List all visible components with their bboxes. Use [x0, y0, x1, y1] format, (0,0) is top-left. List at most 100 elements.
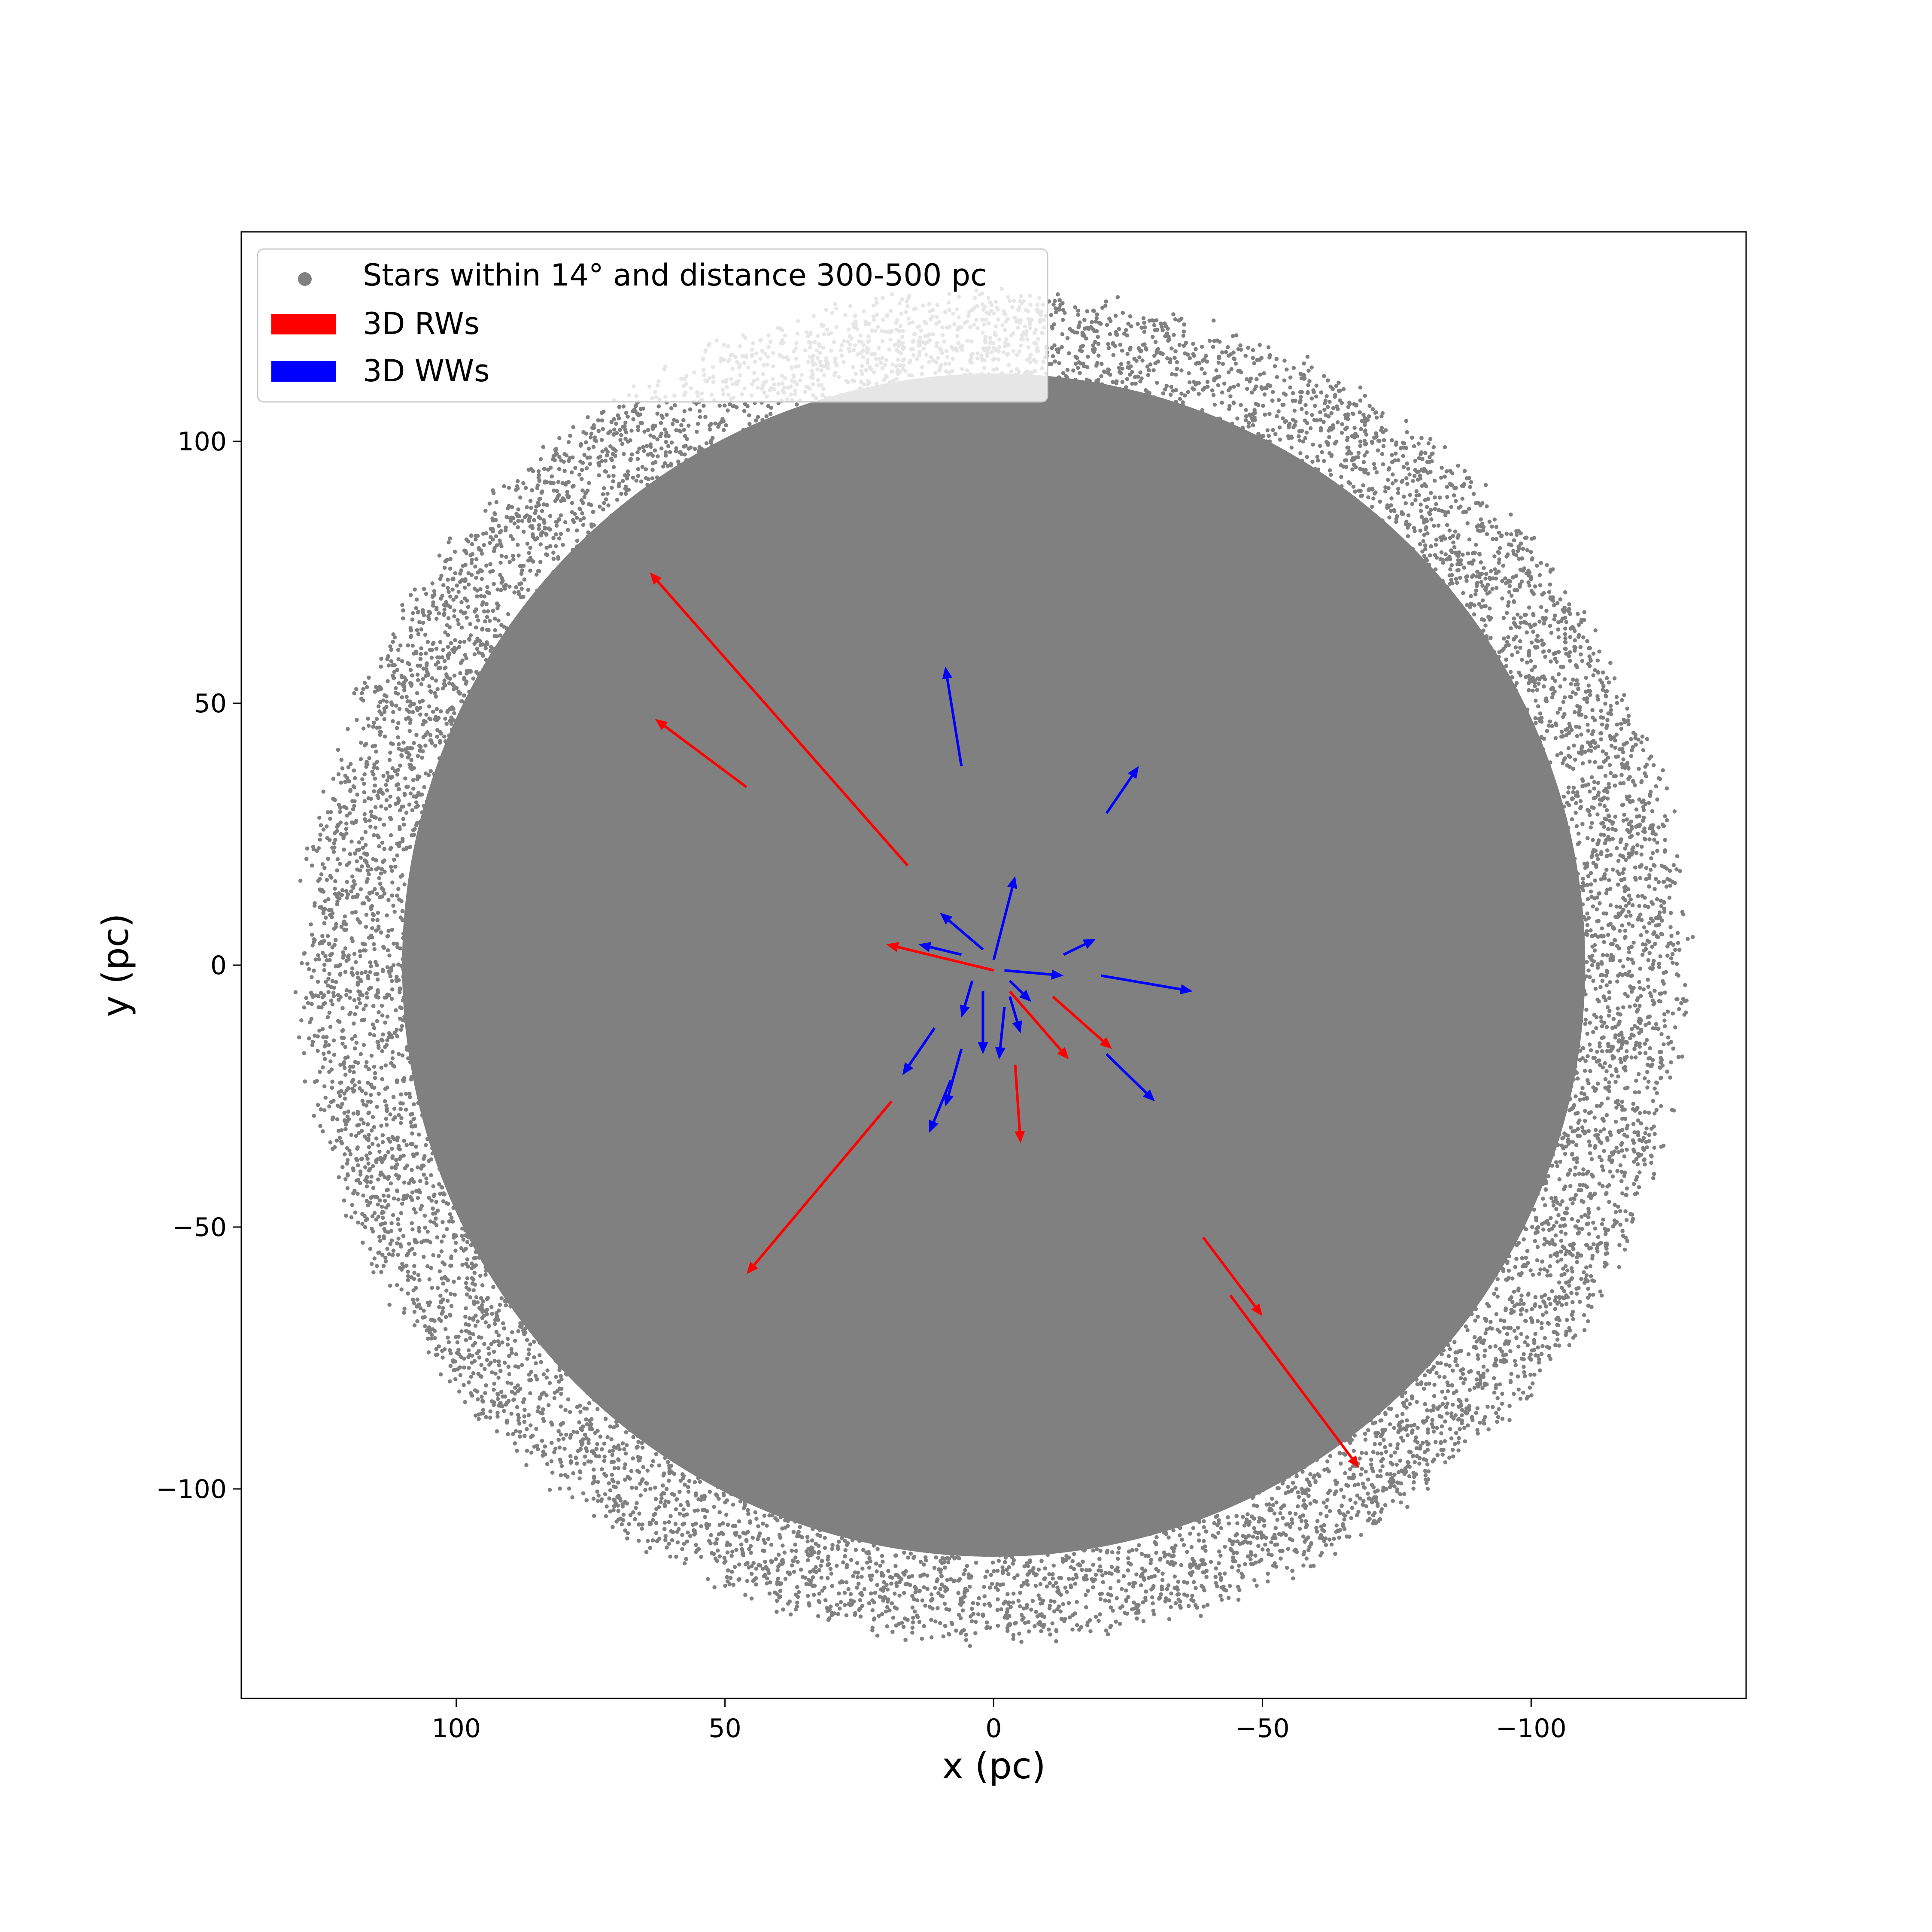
arrow-head — [1082, 939, 1096, 949]
ww-arrow — [942, 666, 963, 766]
ww-arrow — [1101, 974, 1193, 995]
velocity-arrows — [650, 572, 1359, 1468]
y-axis-label: y (pc) — [94, 913, 137, 1017]
arrow-shaft — [946, 678, 963, 766]
rw-arrow — [1052, 995, 1112, 1049]
x-tick-label: −50 — [1235, 1713, 1290, 1744]
ww-arrow — [1106, 1053, 1155, 1102]
arrow-head — [978, 1042, 988, 1054]
arrow-head — [940, 913, 953, 925]
arrow-head — [995, 1047, 1005, 1060]
arrow-head — [746, 1261, 758, 1274]
rw-arrow — [655, 719, 747, 788]
x-tick-label: 100 — [431, 1713, 481, 1744]
arrow-shaft — [908, 1027, 936, 1066]
ww-arrow — [918, 942, 962, 956]
ww-arrow — [902, 1027, 936, 1075]
legend-marker-wws — [271, 361, 336, 382]
y-axis-ticks: 100 50 0 −50 −100 — [156, 427, 241, 1504]
arrow-head — [1348, 1455, 1359, 1468]
y-tick-label: 0 — [210, 951, 227, 981]
y-tick-label: 100 — [177, 427, 227, 457]
x-tick-label: 50 — [708, 1713, 741, 1744]
arrow-head — [1019, 990, 1032, 1002]
ww-arrow — [1009, 980, 1032, 1002]
arrow-shaft — [1004, 969, 1052, 976]
arrow-shaft — [930, 945, 962, 956]
arrow-shaft — [1009, 990, 1062, 1051]
rw-arrow — [886, 942, 994, 972]
ww-arrow — [1004, 969, 1064, 980]
ww-arrow — [1063, 939, 1096, 956]
legend-label-rws: 3D RWs — [363, 306, 480, 341]
arrow-shaft — [1063, 943, 1086, 956]
arrow-shaft — [1106, 1053, 1148, 1094]
arrow-shaft — [1101, 974, 1181, 991]
arrow-shaft — [656, 580, 909, 867]
rw-arrow — [1229, 1294, 1359, 1468]
y-tick-label: −100 — [156, 1474, 227, 1504]
arrow-shaft — [948, 919, 984, 951]
arrow-head — [902, 1062, 914, 1075]
arrow-shaft — [664, 725, 747, 788]
arrow-shaft — [947, 1048, 963, 1096]
ww-arrow — [943, 1048, 963, 1107]
arrow-head — [929, 1119, 939, 1133]
rw-arrow — [1202, 1236, 1263, 1316]
arrow-head — [1015, 1131, 1025, 1143]
arrow-head — [1100, 1037, 1112, 1049]
legend-marker-rws — [271, 314, 336, 334]
ww-arrow — [992, 876, 1018, 960]
rw-arrow — [1009, 990, 1069, 1060]
arrow-shaft — [1052, 995, 1104, 1042]
arrow-head — [1180, 984, 1193, 995]
arrow-shaft — [753, 1100, 893, 1266]
ww-arrow — [960, 980, 974, 1018]
arrow-shaft — [933, 1080, 952, 1122]
arrow-head — [886, 942, 899, 952]
arrow-head — [942, 666, 953, 680]
arrow-head — [1127, 766, 1139, 779]
x-tick-label: 0 — [985, 1713, 1002, 1744]
stars-scatter — [293, 286, 1695, 1648]
arrow-head — [650, 572, 662, 585]
arrow-head — [960, 1004, 970, 1018]
ww-arrow — [940, 913, 984, 951]
rw-arrow — [746, 1100, 893, 1274]
ww-arrow — [929, 1080, 952, 1133]
ww-arrow — [995, 1007, 1006, 1060]
legend-label-wws: 3D WWs — [363, 353, 490, 389]
rw-arrow — [1014, 1064, 1025, 1143]
y-tick-label: 50 — [194, 689, 227, 719]
arrow-head — [1007, 876, 1018, 889]
arrow-shaft — [1229, 1294, 1353, 1459]
arrow-shaft — [1202, 1236, 1256, 1307]
arrow-head — [1012, 1020, 1022, 1033]
x-tick-label: −100 — [1496, 1713, 1567, 1744]
arrow-shaft — [992, 887, 1014, 960]
arrow-shaft — [1009, 980, 1024, 995]
arrow-head — [655, 719, 668, 730]
rw-arrow — [650, 572, 909, 867]
legend: Stars within 14° and distance 300-500 pc… — [257, 248, 1048, 403]
arrow-shaft — [1009, 996, 1019, 1022]
legend-box — [257, 248, 1048, 403]
legend-marker-stars — [298, 272, 312, 286]
arrow-shaft — [963, 980, 974, 1006]
arrow-head — [943, 1094, 954, 1107]
legend-label-stars: Stars within 14° and distance 300-500 pc — [363, 258, 987, 293]
arrow-shaft — [999, 1007, 1006, 1048]
arrow-shaft — [1014, 1064, 1021, 1132]
ww-arrow — [1105, 766, 1139, 814]
ww-arrow — [1009, 996, 1022, 1033]
x-axis-ticks: 100 50 0 −50 −100 — [431, 1698, 1567, 1744]
x-axis-label: x (pc) — [942, 1745, 1045, 1787]
ww-arrow — [978, 991, 988, 1054]
arrow-head — [1251, 1303, 1263, 1316]
arrow-head — [1051, 969, 1064, 980]
arrow-head — [1142, 1089, 1155, 1102]
arrow-head — [1057, 1047, 1069, 1060]
arrow-head — [918, 942, 932, 952]
y-tick-label: −50 — [172, 1212, 227, 1242]
